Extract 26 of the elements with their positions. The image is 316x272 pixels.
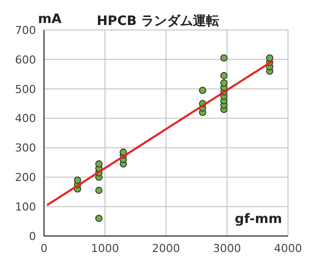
point: [120, 148, 127, 156]
y-axis-title: mA: [38, 12, 62, 27]
point: [95, 186, 102, 194]
y-tick-label: 500: [15, 82, 36, 96]
point: [74, 176, 82, 184]
y-tick-label: 0: [29, 230, 36, 243]
point: [220, 54, 228, 62]
point: [220, 79, 228, 87]
x-tick-label: 4000: [274, 242, 302, 255]
point: [199, 86, 206, 94]
point: [95, 214, 102, 222]
point: [220, 72, 228, 80]
point: [266, 54, 274, 62]
chart-title: HPCB ランダム運転: [96, 14, 220, 29]
x-tick-label: 3000: [213, 242, 241, 255]
x-axis-title: gf-mm: [234, 212, 282, 227]
x-tick-label: 0: [40, 242, 48, 255]
y-tick-label: 200: [15, 171, 36, 184]
y-tick-label: 100: [15, 200, 36, 214]
x-tick-label: 1000: [91, 242, 119, 255]
y-tick-label: 300: [15, 142, 36, 155]
point: [95, 160, 102, 168]
y-tick-label: 700: [15, 24, 36, 37]
x-tick-label: 2000: [152, 242, 180, 255]
y-tick-label: 400: [15, 112, 36, 126]
y-tick-label: 600: [15, 53, 36, 66]
